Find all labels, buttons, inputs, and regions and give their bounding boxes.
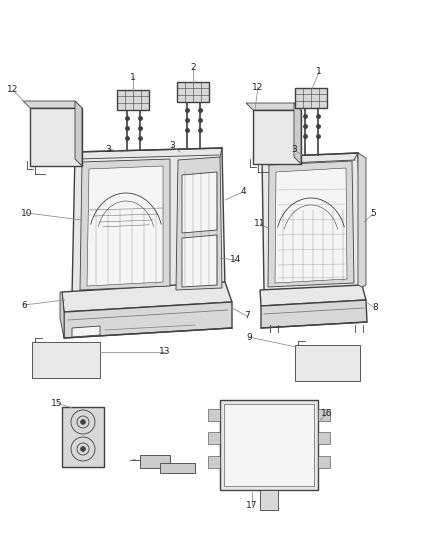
Polygon shape	[64, 302, 232, 338]
Text: 13: 13	[159, 348, 171, 357]
Text: 17: 17	[246, 500, 258, 510]
Polygon shape	[295, 88, 327, 108]
Polygon shape	[32, 342, 100, 378]
Polygon shape	[208, 432, 220, 444]
Text: 6: 6	[21, 301, 27, 310]
Text: 11: 11	[254, 220, 266, 229]
Polygon shape	[60, 292, 64, 338]
Polygon shape	[224, 404, 314, 486]
Polygon shape	[140, 455, 170, 468]
Polygon shape	[294, 103, 301, 164]
Polygon shape	[295, 345, 360, 381]
Text: 10: 10	[21, 208, 33, 217]
Text: 12: 12	[252, 83, 264, 92]
Polygon shape	[177, 82, 209, 102]
Polygon shape	[208, 456, 220, 468]
Polygon shape	[318, 432, 330, 444]
Text: 15: 15	[51, 399, 63, 408]
Text: 9: 9	[246, 333, 252, 342]
Polygon shape	[358, 153, 366, 287]
Polygon shape	[246, 103, 301, 110]
Text: 8: 8	[372, 303, 378, 312]
Polygon shape	[220, 400, 318, 490]
Polygon shape	[75, 101, 82, 166]
Polygon shape	[80, 159, 170, 290]
Polygon shape	[261, 300, 367, 328]
Text: 14: 14	[230, 255, 242, 264]
Text: 16: 16	[321, 409, 333, 418]
Polygon shape	[23, 101, 82, 108]
Polygon shape	[176, 157, 222, 290]
Polygon shape	[318, 409, 330, 421]
Text: 12: 12	[7, 85, 19, 94]
Polygon shape	[182, 172, 217, 233]
Circle shape	[81, 419, 85, 424]
Polygon shape	[160, 463, 195, 473]
Text: 4: 4	[240, 188, 246, 197]
Polygon shape	[72, 326, 100, 337]
Text: 3: 3	[169, 141, 175, 150]
Polygon shape	[260, 490, 278, 510]
Circle shape	[81, 447, 85, 451]
Text: 1: 1	[130, 72, 136, 82]
Polygon shape	[208, 409, 220, 421]
Polygon shape	[182, 235, 217, 287]
Polygon shape	[72, 148, 225, 296]
Polygon shape	[253, 110, 301, 164]
Polygon shape	[117, 90, 149, 110]
Polygon shape	[30, 108, 82, 166]
Polygon shape	[268, 161, 354, 287]
Polygon shape	[87, 166, 163, 286]
Text: 3: 3	[105, 144, 111, 154]
Text: 7: 7	[244, 311, 250, 320]
Polygon shape	[318, 456, 330, 468]
Text: 5: 5	[370, 209, 376, 219]
Polygon shape	[260, 285, 366, 306]
Polygon shape	[62, 282, 232, 312]
Polygon shape	[62, 407, 104, 467]
Polygon shape	[262, 153, 362, 290]
Text: 3: 3	[291, 146, 297, 155]
Text: 2: 2	[190, 63, 196, 72]
Polygon shape	[275, 168, 347, 283]
Text: 1: 1	[316, 68, 322, 77]
